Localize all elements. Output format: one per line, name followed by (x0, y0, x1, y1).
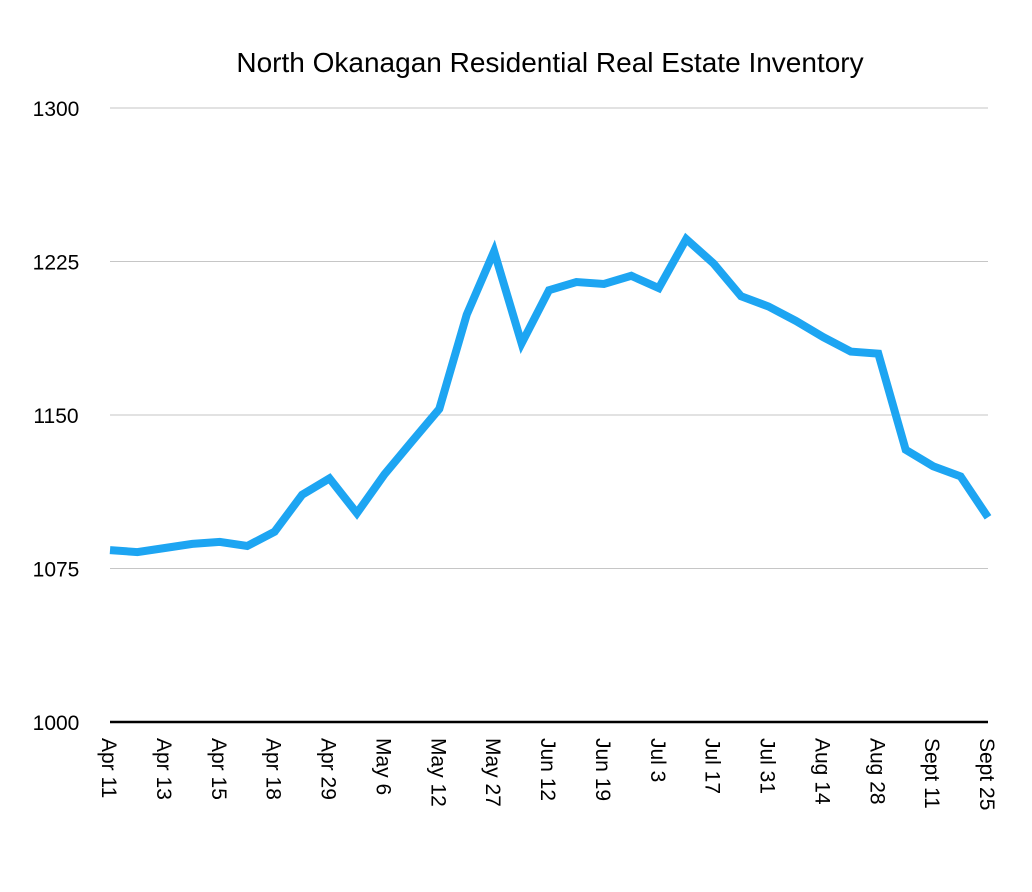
y-tick-label: 1075 (33, 559, 80, 582)
x-tick-label: Apr 13 (152, 738, 175, 800)
x-axis-ticks: Apr 11 Apr 13 Apr 15 Apr 18 Apr 29 May 6 May 1… (97, 738, 998, 810)
x-tick-label: May 6 (371, 738, 394, 795)
x-tick-label: Apr 18 (262, 738, 285, 800)
x-tick-label: Apr 11 (97, 738, 120, 798)
y-tick-label: 1000 (33, 712, 80, 735)
x-tick-label: Jun 19 (591, 738, 614, 801)
x-tick-label: Aug 14 (810, 738, 833, 805)
series-line (109, 232, 992, 557)
x-tick-label: Apr 15 (207, 738, 230, 800)
x-tick-label: Sept 11 (920, 738, 943, 809)
chart-title: North Okanagan Residential Real Estate I… (236, 47, 863, 78)
series-layer (109, 232, 992, 557)
y-tick-label: 1300 (33, 98, 80, 121)
y-tick-label: 1225 (33, 252, 80, 275)
x-tick-label: May 27 (481, 738, 504, 807)
x-tick-label: Aug 28 (865, 738, 888, 805)
x-tick-label: Jun 12 (536, 738, 559, 801)
y-axis-ticks: 1000 1075 1150 1225 1300 (33, 98, 80, 735)
y-tick-label: 1150 (33, 405, 78, 428)
x-tick-label: Sept 25 (975, 738, 998, 810)
x-tick-label: Jul 31 (756, 738, 779, 794)
x-tick-label: May 12 (426, 738, 449, 807)
x-tick-label: Apr 29 (317, 738, 340, 800)
x-tick-label: Jul 17 (701, 738, 724, 794)
grid-lines (110, 107, 988, 569)
x-tick-label: Jul 3 (646, 738, 669, 782)
